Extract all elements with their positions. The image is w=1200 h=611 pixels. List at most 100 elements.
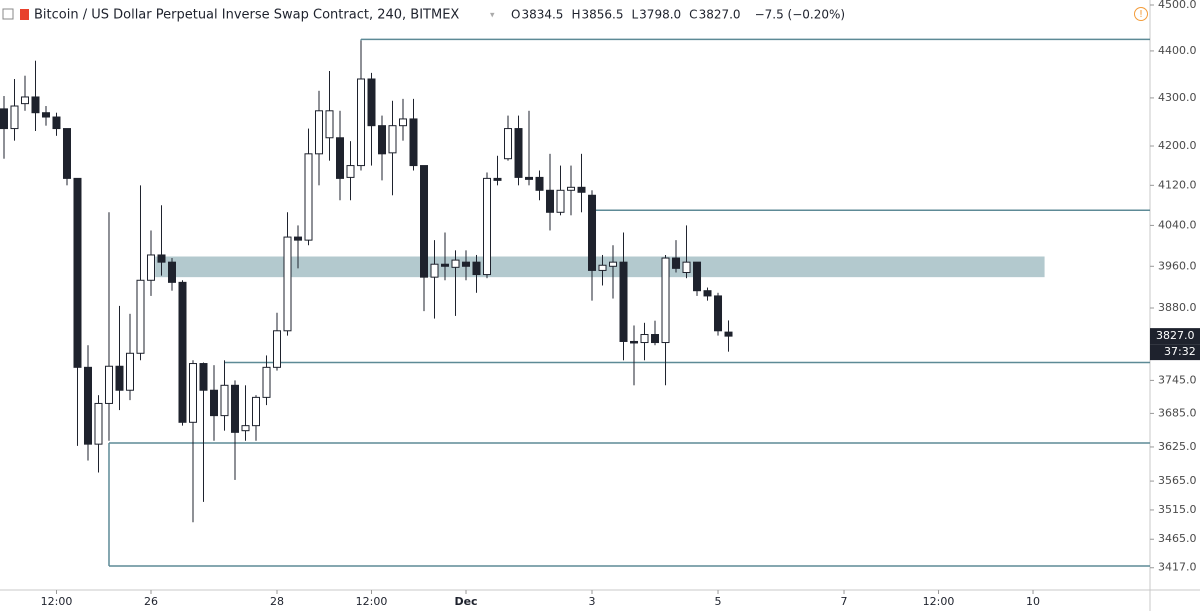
alert-icon[interactable] [1134,7,1148,21]
candle-body [724,331,733,337]
candle-body [567,186,576,191]
candle-body [598,264,607,271]
x-tick-label: 26 [144,595,158,608]
y-tick-label: 3880.0 [1158,301,1197,314]
x-tick-label: Dec [454,595,477,608]
candle-body [209,389,218,417]
candle-body [146,254,155,281]
candle-body [346,165,355,178]
alert-mark: ! [1139,9,1143,20]
dropdown-icon[interactable]: ▾ [490,11,495,21]
x-tick-label: 5 [715,595,722,608]
candle-body [651,334,660,344]
candle-body [430,263,439,278]
candle-body [315,110,324,155]
ohlc-legend: O 3834.5 H 3856.5 L 3798.0 C 3827.0 −7.5 (−0.20%… [511,8,845,22]
x-tick-label: 12:00 [356,595,388,608]
y-tick-label: 4040.0 [1158,218,1197,231]
candle-body [588,194,597,271]
candle-body [136,279,145,354]
candle-body [556,189,565,213]
y-tick-label: 3625.0 [1158,440,1197,453]
candle-body [52,116,61,130]
candle-body [640,334,649,344]
candle-body [241,425,250,432]
ohlc-change: −7.5 (−0.20%) [755,8,846,22]
candle-body [62,128,71,179]
candle-body [41,112,50,118]
candle-body [693,261,702,292]
candle-body [409,118,418,167]
y-tick-label: 3685.0 [1158,406,1197,419]
candle-body [10,105,19,130]
y-tick-label: 4500.0 [1158,0,1197,11]
ohlc-key: H [571,8,580,22]
candle-body [493,177,502,181]
candle-body [609,261,618,267]
candle-body [483,177,492,276]
candle-body [94,402,103,445]
x-tick-label: 28 [270,595,284,608]
y-tick-label: 3465.0 [1158,532,1197,545]
ohlc-key: C [689,8,697,22]
candle-body [420,165,429,278]
candle-body [31,96,40,114]
candle-body [199,363,208,391]
candle-body [220,384,229,417]
candle-body [682,261,691,273]
candle-body [703,290,712,297]
ohlc-value: 3798.0 [639,8,681,22]
y-tick-label: 3417.0 [1158,561,1197,574]
candle-body [125,352,134,391]
candle-body [378,125,387,155]
ohlc-value: 3827.0 [699,8,741,22]
candle-body [73,177,82,368]
candle-body [451,259,460,268]
x-tick-label: 12:00 [41,595,73,608]
ohlc-value: 3856.5 [581,8,623,22]
candle-body [20,96,29,105]
price-label-bg [1150,328,1200,345]
x-tick-label: 3 [589,595,596,608]
y-tick-label: 3960.0 [1158,259,1197,272]
candle-body [167,261,176,283]
plot-area [0,38,1150,567]
candle-body [525,176,534,180]
expand-icon[interactable] [2,8,14,20]
candle-body [462,261,471,267]
price-label: 3827.0 [1156,329,1195,342]
y-tick-label: 3745.0 [1158,373,1197,386]
candle-body [0,108,8,130]
countdown: 37:32 [1164,345,1196,358]
candle-body [367,78,376,127]
candle-body [304,153,313,241]
chart-title: Bitcoin / US Dollar Perpetual Inverse Sw… [34,8,459,23]
ohlc-value: 3834.5 [521,8,563,22]
candle-body [661,257,670,344]
candle-body [336,137,345,179]
candle-body [535,176,544,191]
y-tick-label: 4200.0 [1158,139,1197,152]
candle-body [325,110,334,139]
candle-body [188,363,197,423]
candle-body [399,118,408,127]
candle-body [577,186,586,193]
x-tick-label: 12:00 [923,595,955,608]
candle-body [157,254,166,263]
candle-body [115,365,124,391]
candle-body [357,78,366,167]
candle-body [630,340,639,344]
ohlc-key: L [631,8,638,22]
candle-body [251,396,260,427]
candle-body [514,128,523,178]
y-tick-label: 4300.0 [1158,91,1197,104]
candle-body [262,366,271,398]
candle-body [83,366,92,445]
candle-body [619,261,628,342]
ohlc-key: O [511,8,520,22]
candle-body [546,189,555,213]
y-tick-label: 3565.0 [1158,474,1197,487]
countdown-bg [1150,344,1200,361]
